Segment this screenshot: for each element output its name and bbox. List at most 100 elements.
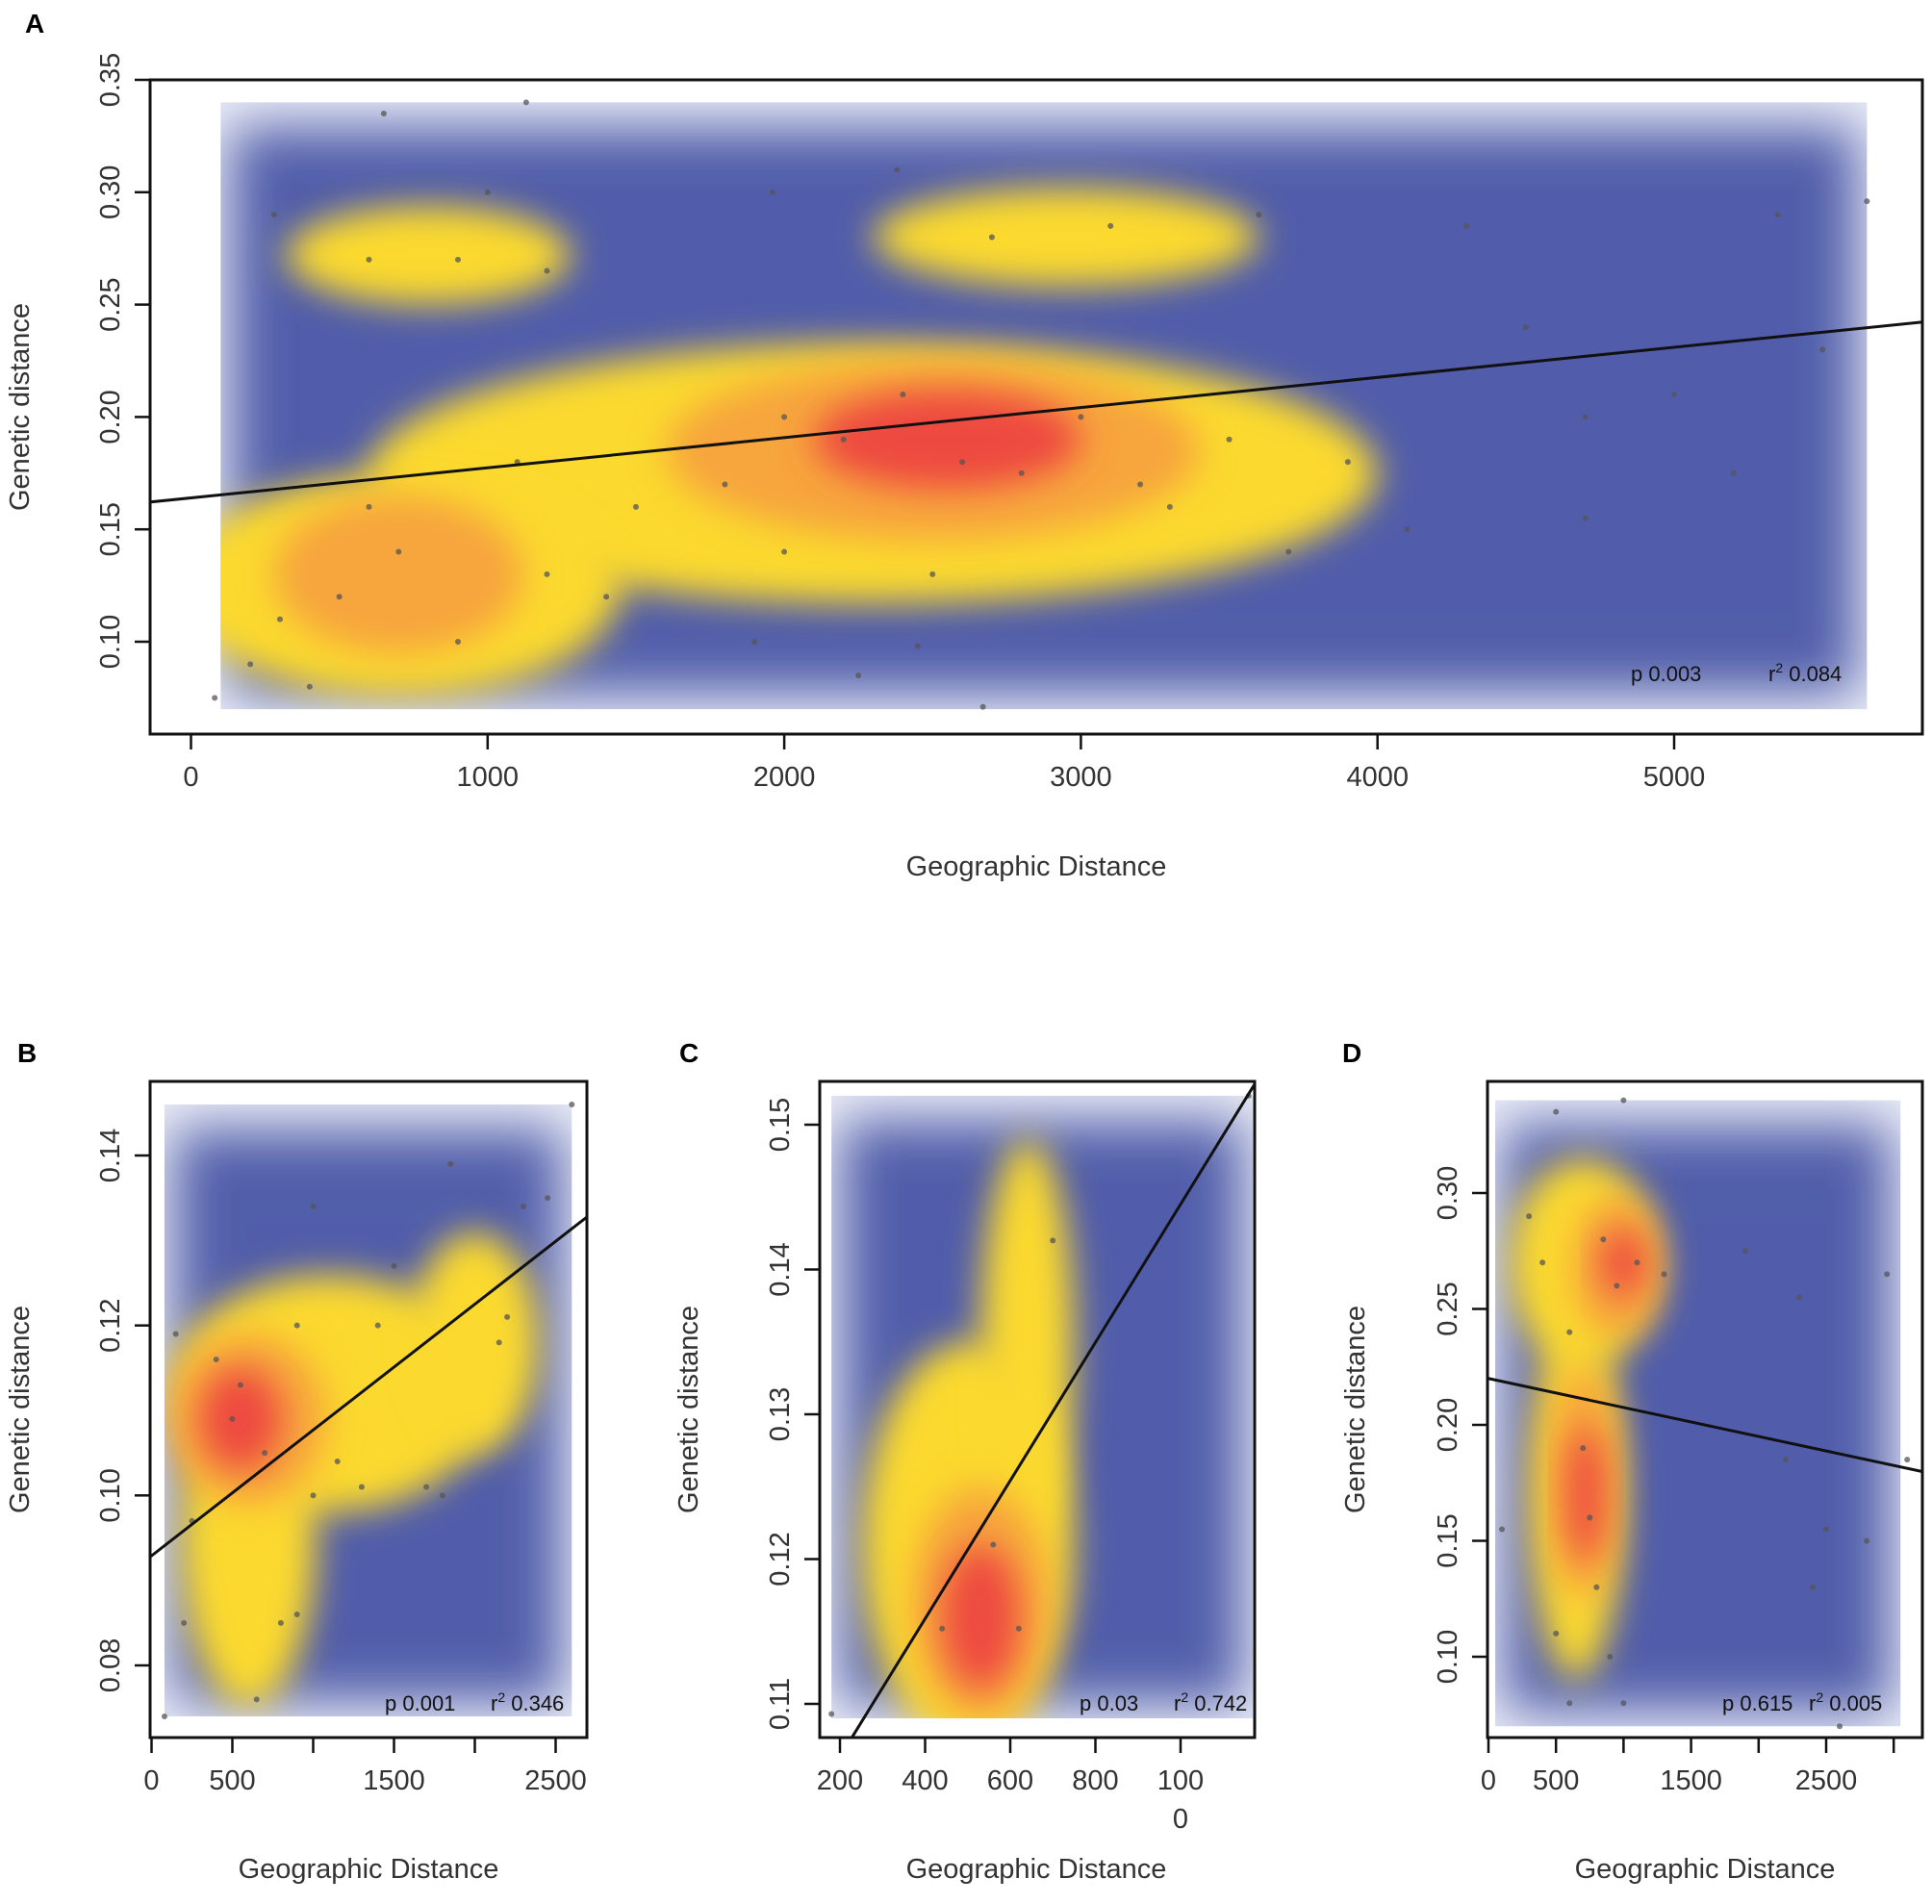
data-point: [1587, 1514, 1593, 1521]
data-point: [894, 166, 901, 173]
p-value-text: p 0.03: [1080, 1691, 1138, 1715]
data-point: [855, 673, 862, 679]
y-tick-label: 0.25: [95, 277, 126, 331]
data-point: [1226, 436, 1233, 443]
r2-superscript: 2: [1816, 1689, 1823, 1705]
data-point: [1782, 1457, 1789, 1463]
data-point: [929, 571, 936, 577]
data-point: [769, 189, 775, 195]
data-point: [1078, 414, 1084, 420]
r2-superscript: 2: [1775, 660, 1783, 675]
data-point: [988, 234, 995, 241]
data-point: [454, 639, 461, 645]
x-tick-label-line: 200: [817, 1765, 863, 1796]
x-tick-label: 1500: [363, 1765, 425, 1796]
x-tick-label: 4000: [1346, 762, 1409, 793]
data-point: [391, 1262, 397, 1269]
r2-value: 0.005: [1823, 1691, 1882, 1715]
data-point: [484, 189, 491, 195]
x-tick-label-line: 0: [143, 1765, 159, 1796]
r-squared-text: r2 0.346: [491, 1689, 564, 1715]
data-point: [310, 1492, 317, 1499]
data-point: [1344, 459, 1351, 466]
y-tick-label: 0.13: [765, 1387, 796, 1441]
r2-label: r: [491, 1691, 497, 1715]
data-point: [545, 1195, 551, 1202]
data-point: [603, 594, 610, 600]
x-tick-label: 800: [1072, 1765, 1118, 1796]
regression-line: [150, 320, 1922, 504]
data-point: [1566, 1700, 1573, 1707]
y-axis-label: Genetic distance: [674, 1306, 704, 1513]
data-point: [990, 1541, 997, 1548]
data-point: [213, 1357, 219, 1362]
x-tick-label-line: 3000: [1050, 762, 1112, 793]
x-tick-label: 2500: [524, 1765, 587, 1796]
panel-d: 0 500 1500 2500 0.10 0.15 0.20 0.25 0.30 Geograph…: [1340, 1079, 1924, 1885]
data-point: [1774, 212, 1781, 218]
data-point: [1166, 503, 1173, 510]
data-point: [1661, 1271, 1667, 1278]
data-point: [310, 1204, 317, 1209]
x-axis-label: Geographic Distance: [239, 1854, 499, 1885]
y-tick-label: 0.20: [95, 390, 126, 444]
data-point: [276, 616, 283, 622]
data-point: [504, 1313, 511, 1320]
y-tick-label: 0.08: [95, 1638, 126, 1692]
data-point: [979, 703, 986, 710]
data-point: [1015, 1625, 1022, 1632]
panel-a: 0 1000 2000 3000 4000 5000 0.10 0.15 0.20 0.25 0.3…: [5, 53, 1924, 882]
density-a: [220, 102, 1868, 710]
data-point: [828, 1711, 835, 1717]
data-point: [544, 267, 550, 274]
x-axis-label: Geographic Distance: [906, 1854, 1167, 1885]
x-tick-label-line: 0: [1481, 1765, 1496, 1796]
data-point: [1864, 198, 1870, 205]
data-point: [1499, 1526, 1506, 1533]
x-tick-label: 5000: [1643, 762, 1706, 793]
density-peak-red: [1566, 1425, 1605, 1564]
data-point: [1823, 1526, 1829, 1533]
r2-label: r: [1174, 1691, 1181, 1715]
data-point: [1285, 548, 1292, 555]
data-point: [1620, 1097, 1627, 1104]
p-label: p: [1080, 1691, 1097, 1715]
density-peak-yellow: [410, 1231, 540, 1454]
p-value: 0.03: [1097, 1691, 1138, 1715]
y-tick-label: 0.11: [765, 1678, 796, 1730]
data-point: [247, 661, 254, 668]
data-point: [522, 99, 529, 106]
y-tick-label: 0.10: [1433, 1630, 1463, 1684]
data-point: [374, 1322, 381, 1329]
data-point: [1671, 392, 1677, 398]
data-point: [1795, 1294, 1802, 1301]
data-point: [1600, 1236, 1607, 1243]
y-tick-label: 0.14: [765, 1242, 796, 1296]
data-point: [1018, 470, 1025, 476]
data-point: [1526, 1213, 1533, 1220]
data-point: [1137, 481, 1144, 488]
p-label: p: [1631, 662, 1648, 686]
data-point: [1256, 212, 1262, 218]
r-squared-text: r2 0.742: [1174, 1689, 1247, 1715]
data-point: [366, 503, 372, 510]
r2-value: 0.742: [1188, 1691, 1247, 1715]
x-tick-label: 3000: [1050, 762, 1112, 793]
y-axis-label: Genetic distance: [5, 1306, 36, 1513]
y-axis-label: Genetic distance: [5, 303, 36, 511]
y-tick-label: 0.30: [95, 165, 126, 219]
x-tick-label: 500: [1533, 1765, 1579, 1796]
x-tick-label-line: 1000: [457, 762, 520, 793]
data-point: [1607, 1654, 1614, 1660]
r2-label: r: [1768, 662, 1775, 686]
data-point: [293, 1322, 300, 1329]
data-point: [181, 1619, 188, 1626]
panel-label-a: A: [25, 9, 44, 38]
r2-superscript: 2: [1181, 1689, 1188, 1705]
x-axis-label: Geographic Distance: [1575, 1854, 1836, 1885]
y-tick-label: 0.12: [765, 1532, 796, 1586]
regression-line: [1487, 1377, 1922, 1474]
x-tick-label-line: 600: [987, 1765, 1033, 1796]
data-point: [423, 1484, 430, 1490]
